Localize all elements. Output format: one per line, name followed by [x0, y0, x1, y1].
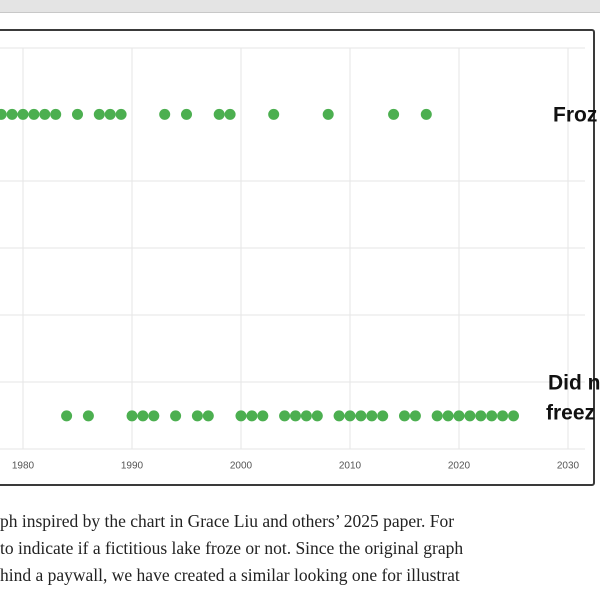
dot: [0, 108, 7, 120]
dot: [486, 410, 498, 422]
annotation: freez: [546, 402, 595, 425]
dot: [28, 108, 40, 120]
caption-line: ph inspired by the chart in Grace Liu an…: [0, 511, 455, 531]
h-grid: [0, 47, 585, 450]
dot: [268, 108, 280, 120]
dot: [39, 108, 51, 120]
top-bar: [0, 0, 600, 13]
dot: [453, 410, 465, 422]
dot: [344, 410, 356, 422]
dot: [497, 410, 509, 422]
dot: [246, 410, 258, 422]
caption: ph inspired by the chart in Grace Liu an…: [0, 508, 600, 589]
dot: [126, 410, 138, 422]
x-tick-label: 2020: [448, 461, 471, 472]
dot: [61, 410, 73, 422]
x-tick-label: 1990: [121, 461, 144, 472]
dot: [170, 410, 182, 422]
dot: [82, 410, 94, 422]
dot: [104, 108, 116, 120]
dot: [6, 108, 18, 120]
x-tick-label: 2000: [230, 461, 253, 472]
dot: [50, 108, 62, 120]
dot: [235, 410, 247, 422]
chart-frame: [0, 29, 595, 486]
dot: [475, 410, 487, 422]
dot: [388, 108, 400, 120]
dot: [71, 108, 83, 120]
dot: [213, 108, 225, 120]
annotation: Did n: [548, 372, 600, 395]
dot: [377, 410, 389, 422]
caption-line: to indicate if a fictitious lake froze o…: [0, 538, 464, 558]
dot: [366, 410, 378, 422]
dot: [398, 410, 410, 422]
x-tick-label: 2010: [339, 461, 362, 472]
dot: [148, 410, 160, 422]
annotation: Froz: [553, 104, 597, 127]
dot: [115, 108, 127, 120]
dot: [289, 410, 301, 422]
x-tick-label: 2030: [557, 461, 580, 472]
dot: [224, 108, 236, 120]
caption-line: hind a paywall, we have created a simila…: [0, 565, 460, 585]
dot: [279, 410, 291, 422]
dot: [17, 108, 29, 120]
chart: Froz Did n freez 1980 1990 2000 2010 2020 203…: [0, 47, 600, 472]
dot: [180, 108, 192, 120]
dot: [93, 108, 105, 120]
dot: [420, 108, 432, 120]
x-tick-label: 1980: [12, 461, 35, 472]
dot: [137, 410, 149, 422]
dot: [355, 410, 367, 422]
dot: [464, 410, 476, 422]
dot: [442, 410, 454, 422]
dot: [257, 410, 269, 422]
dot: [191, 410, 203, 422]
dot: [159, 108, 171, 120]
dot: [333, 410, 345, 422]
dot: [507, 410, 519, 422]
dot: [322, 108, 334, 120]
dot: [311, 410, 323, 422]
dot: [300, 410, 312, 422]
dot: [431, 410, 443, 422]
dot: [202, 410, 214, 422]
dot: [409, 410, 421, 422]
